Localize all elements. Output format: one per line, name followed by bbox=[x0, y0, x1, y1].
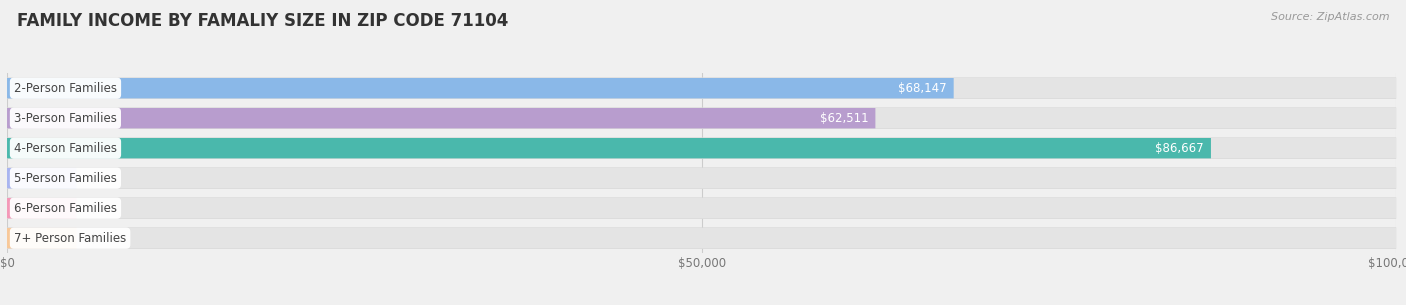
FancyBboxPatch shape bbox=[7, 78, 953, 99]
FancyBboxPatch shape bbox=[7, 228, 76, 248]
FancyBboxPatch shape bbox=[7, 77, 1396, 99]
Text: FAMILY INCOME BY FAMALIY SIZE IN ZIP CODE 71104: FAMILY INCOME BY FAMALIY SIZE IN ZIP COD… bbox=[17, 12, 508, 30]
Text: $62,511: $62,511 bbox=[820, 112, 869, 125]
FancyBboxPatch shape bbox=[7, 167, 1396, 189]
FancyBboxPatch shape bbox=[7, 108, 1396, 128]
Text: $0: $0 bbox=[90, 202, 105, 215]
Text: $0: $0 bbox=[90, 172, 105, 185]
FancyBboxPatch shape bbox=[7, 198, 76, 218]
Text: 3-Person Families: 3-Person Families bbox=[14, 112, 117, 125]
Text: 5-Person Families: 5-Person Families bbox=[14, 172, 117, 185]
Text: Source: ZipAtlas.com: Source: ZipAtlas.com bbox=[1271, 12, 1389, 22]
Text: $86,667: $86,667 bbox=[1156, 142, 1204, 155]
FancyBboxPatch shape bbox=[7, 78, 1396, 99]
Text: 4-Person Families: 4-Person Families bbox=[14, 142, 117, 155]
FancyBboxPatch shape bbox=[7, 198, 1396, 218]
Text: 7+ Person Families: 7+ Person Families bbox=[14, 232, 127, 245]
FancyBboxPatch shape bbox=[7, 197, 1396, 219]
FancyBboxPatch shape bbox=[7, 108, 876, 128]
FancyBboxPatch shape bbox=[7, 138, 1396, 158]
FancyBboxPatch shape bbox=[7, 228, 1396, 248]
Text: $68,147: $68,147 bbox=[898, 82, 946, 95]
FancyBboxPatch shape bbox=[7, 137, 1396, 159]
Text: 2-Person Families: 2-Person Families bbox=[14, 82, 117, 95]
FancyBboxPatch shape bbox=[7, 107, 1396, 129]
FancyBboxPatch shape bbox=[7, 227, 1396, 249]
Text: $0: $0 bbox=[90, 232, 105, 245]
FancyBboxPatch shape bbox=[7, 138, 1211, 158]
FancyBboxPatch shape bbox=[7, 168, 1396, 188]
FancyBboxPatch shape bbox=[7, 168, 76, 188]
Text: 6-Person Families: 6-Person Families bbox=[14, 202, 117, 215]
